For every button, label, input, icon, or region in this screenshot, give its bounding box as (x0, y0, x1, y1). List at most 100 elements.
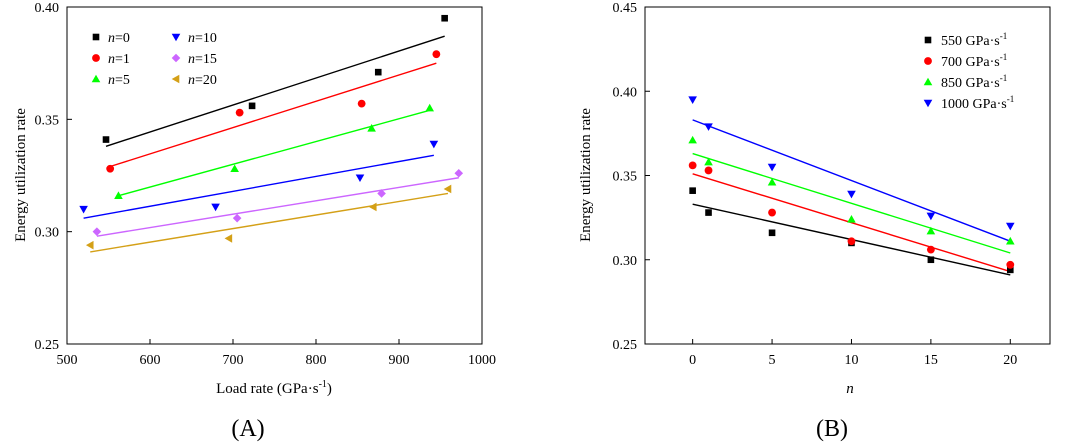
fit-line-series-1 (692, 173, 1011, 273)
data-point-series-0 (248, 102, 256, 110)
data-point-series-0 (689, 187, 696, 194)
legend-marker-square-black (92, 33, 100, 41)
data-point-series-1 (768, 208, 776, 217)
panel-a-plot-frame (66, 6, 483, 345)
panel-b-x-axis-title: n (846, 381, 854, 397)
fit-line-series-0 (105, 35, 445, 147)
legend-marker-triangle-left-gold (171, 74, 180, 84)
panel-a: 500 600 700 800 900 1000 0.25 0.30 0.35 0.40 Ene… (13, 1, 496, 442)
data-point-series-0 (374, 68, 382, 76)
legend-marker-triangle-up-green (923, 77, 933, 86)
panel-b-y-axis-title: Energy utilization rate (578, 108, 594, 242)
y-tick-label: 0.40 (35, 1, 60, 16)
legend-entry-1000: 1000 GPa·s-1 (923, 94, 1014, 112)
legend-symbol-series-4 (171, 53, 181, 63)
legend-symbol-series-0 (92, 33, 100, 41)
legend-symbol-series-5 (171, 74, 180, 84)
legend-symbol-series-1 (924, 57, 932, 65)
data-point-series-1 (926, 245, 935, 254)
legend-marker-diamond-violet (171, 53, 181, 63)
data-point-series-0 (1006, 266, 1014, 274)
legend-marker-triangle-down-blue (923, 99, 933, 108)
legend-entry-n10: n=10 (171, 31, 217, 46)
legend-entry-n15: n=15 (171, 52, 217, 67)
data-point-series-2 (1005, 236, 1015, 245)
x-tick-label: 900 (389, 353, 410, 368)
data-point-series-1 (1006, 260, 1015, 269)
data-point-series-1 (357, 99, 366, 108)
panel-b-legend: 550 GPa·s-1 700 GPa·s-1 850 GPa·s-1 1000… (923, 31, 1014, 112)
data-point-series-4 (92, 227, 102, 236)
legend-marker-triangle-down-blue (171, 33, 181, 42)
panel-b-x-ticks: 0 5 10 15 20 (689, 339, 1017, 368)
svg-text:n=15: n=15 (188, 52, 217, 67)
fit-line-series-5 (90, 192, 449, 253)
legend-marker-triangle-up-green (91, 74, 101, 83)
x-tick-label: 800 (306, 353, 327, 368)
y-tick-label: 0.25 (613, 338, 638, 353)
data-point-series-2 (114, 191, 123, 200)
svg-text:1000 GPa·s-1: 1000 GPa·s-1 (941, 94, 1014, 112)
x-tick-label: 20 (1003, 353, 1017, 368)
panel-a-label: (A) (231, 416, 264, 442)
y-tick-label: 0.25 (35, 338, 60, 353)
data-point-series-3 (429, 140, 439, 149)
legend-marker-square-black (924, 36, 932, 44)
panel-b-y-ticks: 0.25 0.30 0.35 0.40 0.45 (613, 1, 650, 353)
legend-symbol-series-3 (923, 99, 933, 108)
data-point-series-0 (102, 136, 110, 143)
data-point-series-4 (454, 168, 464, 178)
data-point-series-3 (704, 123, 713, 131)
legend-entry-700: 700 GPa·s-1 (924, 52, 1007, 70)
legend-symbol-series-3 (171, 33, 181, 42)
x-tick-label: 700 (223, 353, 244, 368)
data-point-series-1 (235, 108, 244, 117)
data-point-series-3 (1005, 222, 1015, 231)
svg-text:n=20: n=20 (188, 73, 217, 88)
fit-line-series-4 (96, 177, 459, 237)
data-point-series-0 (441, 14, 448, 22)
panel-b-data-points (688, 96, 1015, 274)
data-point-series-3 (767, 163, 777, 172)
x-tick-label: 15 (924, 353, 938, 368)
legend-marker-circle-red (92, 54, 100, 62)
data-point-series-2 (767, 177, 777, 186)
x-tick-label: 600 (140, 353, 161, 368)
legend-marker-circle-red (924, 57, 932, 65)
data-point-series-2 (425, 103, 435, 112)
legend-symbol-series-0 (924, 36, 932, 44)
y-tick-label: 0.30 (35, 226, 60, 241)
panel-a-y-axis-title: Energy utilization rate (13, 108, 29, 242)
data-point-series-3 (847, 190, 856, 199)
data-point-series-3 (688, 96, 697, 104)
y-tick-label: 0.45 (613, 1, 638, 16)
fit-line-series-2 (692, 152, 1011, 254)
fit-line-series-1 (109, 62, 437, 168)
fit-line-series-3 (692, 119, 1011, 242)
data-point-series-1 (432, 50, 441, 59)
y-tick-label: 0.35 (35, 113, 60, 128)
fit-line-series-2 (118, 109, 430, 197)
data-point-series-2 (230, 164, 239, 173)
legend-symbol-series-1 (92, 54, 100, 62)
panel-a-data-points (79, 14, 464, 250)
legend-entry-n0: n=0 (92, 31, 130, 46)
data-point-series-5 (443, 184, 452, 194)
data-point-series-5 (224, 234, 233, 243)
legend-symbol-series-2 (923, 77, 933, 86)
data-point-series-4 (232, 213, 242, 223)
panel-b-label: (B) (816, 416, 848, 442)
x-tick-label: 500 (57, 353, 78, 368)
data-point-series-1 (106, 164, 115, 173)
panel-b: 0 5 10 15 20 0.25 0.30 0.35 0.40 0.45 Energy uti… (578, 1, 1051, 442)
x-tick-label: 1000 (468, 353, 496, 368)
data-point-series-3 (79, 205, 88, 214)
svg-text:700 GPa·s-1: 700 GPa·s-1 (941, 52, 1007, 70)
data-point-series-0 (927, 256, 935, 264)
panel-a-x-axis-title: Load rate (GPa·s-1) (216, 379, 332, 397)
svg-text:850 GPa·s-1: 850 GPa·s-1 (941, 73, 1007, 91)
data-point-series-0 (768, 229, 776, 237)
x-tick-label: 5 (769, 353, 776, 368)
